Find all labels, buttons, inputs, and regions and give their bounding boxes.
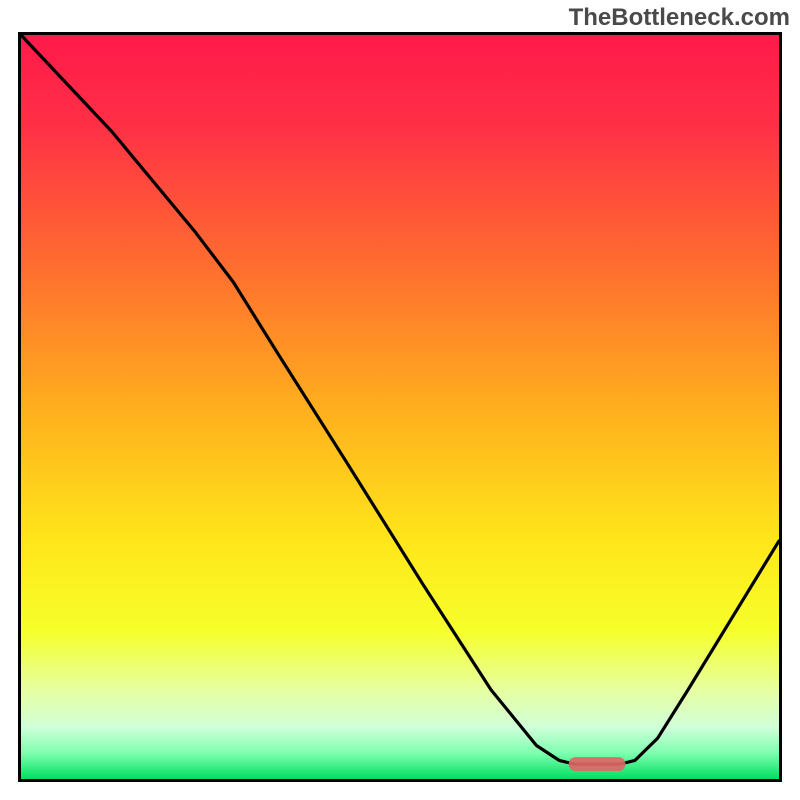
gradient-background — [21, 35, 779, 779]
bottleneck-chart — [18, 32, 782, 782]
watermark-text: TheBottleneck.com — [569, 4, 790, 32]
optimal-range-marker — [569, 757, 626, 771]
chart-container: TheBottleneck.com — [0, 0, 800, 800]
